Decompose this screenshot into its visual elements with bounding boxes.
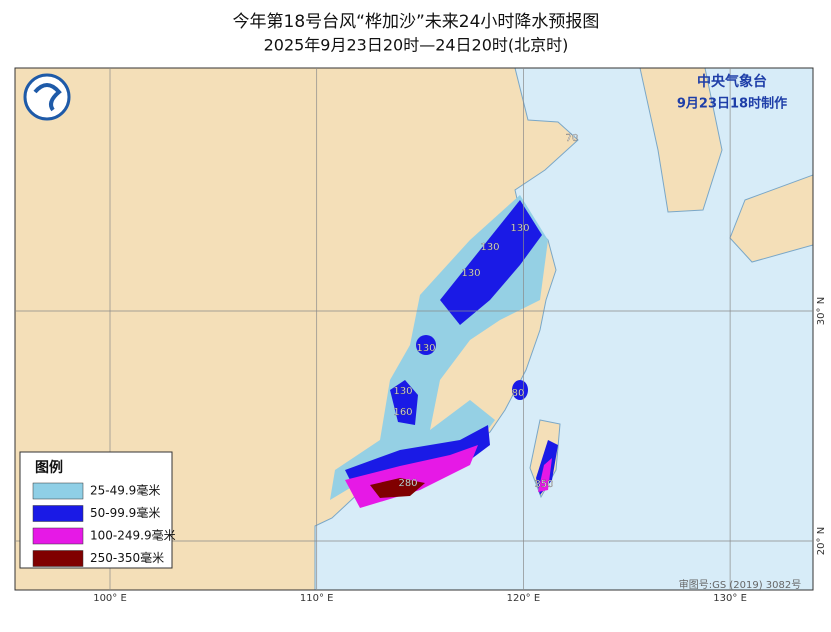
korea [639,68,723,213]
emblem-mark [33,83,62,112]
lat-label: 30° N [816,297,827,325]
station-value: 130 [480,242,499,253]
lon-label: 130° E [713,593,747,604]
station-value: 280 [398,478,417,489]
lon-label: 100° E [93,593,127,604]
legend-label: 100-249.9毫米 [90,528,176,543]
rain-50c [390,380,418,425]
lon-label: 120° E [507,593,541,604]
japan [729,174,813,263]
legend-swatch [32,482,84,500]
lat-label: 20° N [816,527,827,555]
rain-50 [440,200,542,325]
station-value: 350 [534,479,553,490]
legend-swatch [32,550,84,567]
legend-label: 250-350毫米 [90,550,164,565]
legend-swatch [32,527,84,545]
station-value: 70 [566,133,579,144]
station-value: 130 [510,223,529,234]
legend-title: 图例 [35,459,63,476]
station-value: 130 [416,343,435,354]
frame [14,67,814,591]
credit: 审图号:GS (2019) 3082号 [679,578,802,591]
rain-50e [512,380,528,400]
rain-50d [416,335,436,355]
agency: 中央气象台 [697,73,767,90]
station-value: 130 [393,386,412,397]
legend-label: 50-99.9毫米 [90,505,160,520]
legend-label: 25-49.9毫米 [90,483,160,498]
lon-label: 110° E [300,593,334,604]
rain-250 [370,478,425,498]
subtitle: 2025年9月23日20时—24日20时(北京时) [264,36,569,55]
station-value: 130 [461,268,480,279]
emblem [23,73,71,121]
legend-swatch [32,505,84,522]
rain-100b [538,458,552,492]
station-value: 160 [393,407,412,418]
issued: 9月23日18时制作 [677,96,787,112]
station-value: 80 [512,388,525,399]
title: 今年第18号台风“桦加沙”未来24小时降水预报图 [233,12,600,32]
